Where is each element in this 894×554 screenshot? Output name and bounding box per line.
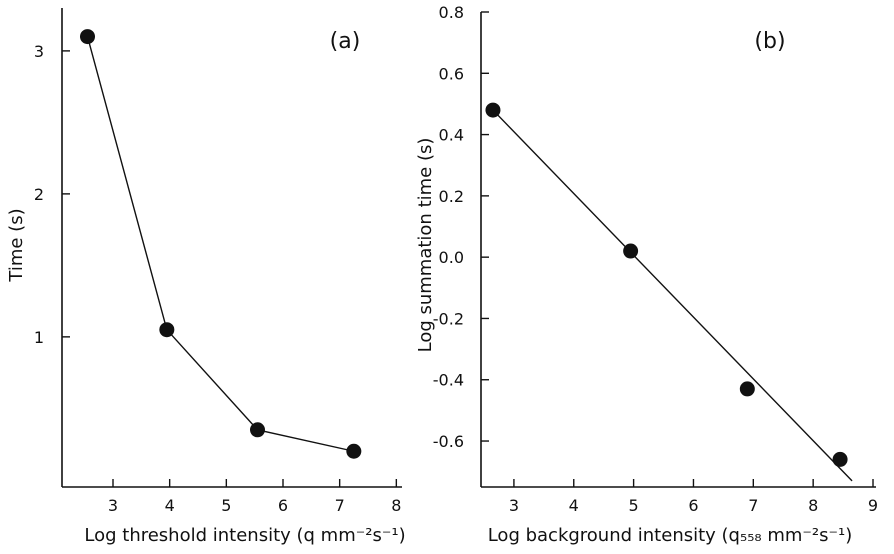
x-axis-label-a: Log threshold intensity (q mm⁻²s⁻¹) — [84, 525, 405, 546]
x-ticks-b: 3 4 5 6 7 8 9 — [509, 479, 878, 515]
x-tick-label: 9 — [868, 496, 878, 515]
y-tick-label: -0.2 — [433, 309, 464, 328]
x-tick-label: 8 — [808, 496, 818, 515]
y-tick-label: -0.6 — [433, 432, 464, 451]
data-point — [739, 381, 755, 397]
data-point — [346, 443, 362, 459]
series-a — [80, 29, 362, 459]
y-tick-label: 0.0 — [439, 248, 464, 267]
x-tick-label: 3 — [509, 496, 519, 515]
x-tick-label: 5 — [221, 496, 231, 515]
y-axis-label-a: Time (s) — [6, 208, 27, 282]
data-point — [159, 322, 175, 338]
y-tick-label: 0.6 — [439, 64, 464, 83]
data-point — [485, 102, 501, 118]
y-tick-label: 0.4 — [439, 126, 464, 145]
panel-a: (a) Log threshold intensity (q mm⁻²s⁻¹) … — [6, 8, 406, 546]
x-tick-label: 4 — [165, 496, 175, 515]
x-tick-label: 6 — [278, 496, 288, 515]
x-ticks-a: 3 4 5 6 7 8 — [108, 479, 401, 515]
y-axis-label-b: Log summation time (s) — [415, 138, 436, 353]
y-ticks-b: 0.8 0.6 0.4 0.2 0.0 -0.2 -0.4 -0.6 — [433, 3, 489, 451]
panel-b: (b) Log background intensity (q₅₅₈ mm⁻²s… — [415, 3, 878, 546]
y-tick-label: 0.2 — [439, 187, 464, 206]
x-tick-label: 7 — [335, 496, 345, 515]
x-tick-label: 3 — [108, 496, 118, 515]
y-tick-label: -0.4 — [433, 371, 464, 390]
data-point — [250, 422, 265, 438]
x-tick-label: 8 — [391, 496, 401, 515]
series-b — [485, 102, 853, 482]
y-tick-label: 1 — [34, 328, 44, 347]
panel-label-b: (b) — [754, 29, 785, 54]
data-point — [623, 243, 639, 259]
y-tick-label: 3 — [34, 42, 44, 61]
fit-line — [492, 109, 853, 482]
y-ticks-a: 1 2 3 — [34, 42, 70, 347]
data-point — [80, 29, 95, 45]
x-tick-label: 4 — [569, 496, 579, 515]
x-tick-label: 7 — [748, 496, 758, 515]
data-point — [832, 451, 848, 467]
y-tick-label: 2 — [34, 185, 44, 204]
y-tick-label: 0.8 — [439, 3, 464, 22]
panel-label-a: (a) — [330, 29, 361, 54]
x-tick-label: 5 — [629, 496, 639, 515]
series-line — [86, 36, 354, 452]
x-axis-label-b: Log background intensity (q₅₅₈ mm⁻²s⁻¹) — [488, 525, 853, 546]
x-tick-label: 6 — [688, 496, 698, 515]
